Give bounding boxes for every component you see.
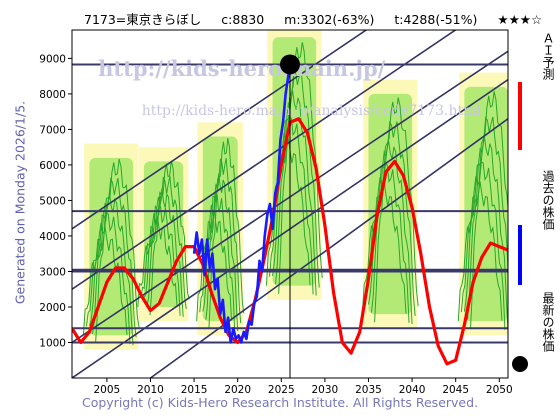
legend-item-latest: 最新の株価 [512,292,556,382]
band-line-5-2 [463,136,508,332]
rating-stars: ★★★☆ [497,12,543,27]
x-tick-label-2045: 2045 [442,384,469,396]
watermark-line1: http://kids-hero.main.jp/ [98,56,386,81]
y-tick-label-4000: 4000 [39,231,66,243]
band-line-4-4 [374,97,419,323]
header-line: 7173=東京きらぼし c:8830 m:3302(-63%) t:4288(-… [84,9,558,28]
legend-item-prediction: ＡＩ予測 [512,30,556,155]
y-tick-label-2000: 2000 [39,302,66,314]
watermark-line2: http://kids-hero.main.jp/analysis/code71… [142,103,482,119]
x-tick-label-2015: 2015 [181,384,208,396]
x-tick-label-2005: 2005 [94,384,121,396]
stock-title: 7173=東京きらぼし [84,12,202,27]
band-line-2-3 [205,157,242,324]
y-tick-label-3000: 3000 [39,266,66,278]
legend-label-prediction: ＡＩ予測 [541,32,555,80]
plot-frame [71,29,509,379]
x-tick-label-2050: 2050 [486,384,513,396]
band-line-2-2 [202,173,239,332]
y-tick-label-9000: 9000 [39,53,66,65]
band-area-3 [272,37,317,286]
latest-price-marker [280,54,300,75]
band-line-5-1 [460,161,506,330]
band-line-0-1 [85,211,131,345]
band-line-1-3 [146,175,187,309]
y-tick-label-5000: 5000 [39,195,66,207]
x-tick-label-2025: 2025 [268,384,295,396]
plot-area: http://kids-hero.main.jp/http://kids-her… [72,30,508,378]
y-tick-label-6000: 6000 [39,160,66,172]
legend-swatch-past [518,225,522,285]
x-tick-label-2040: 2040 [399,384,426,396]
current-price: c:8830 [221,12,265,27]
legend-swatch-latest [512,356,528,372]
legend-swatch-prediction [518,82,522,150]
x-tick-label-2030: 2030 [312,384,339,396]
band-area-0 [89,157,134,336]
band-line-1-2 [143,188,184,317]
target-value: t:4288(-51%) [394,12,478,27]
band-line-3-3 [275,69,320,288]
past-price-line [192,64,292,344]
legend-label-latest: 最新の株価 [541,292,555,352]
y-tick-label-1000: 1000 [39,337,66,349]
x-tick-label-2010: 2010 [137,384,164,396]
band-line-5-4 [470,91,508,330]
copyright-footer: Copyright (c) Kids-Hero Research Institu… [81,395,479,410]
legend-item-past: 過去の株価 [512,170,556,290]
x-tick-label-2035: 2035 [355,384,382,396]
y-tick-label-7000: 7000 [39,124,66,136]
band-area-5 [464,86,508,322]
legend-label-past: 過去の株価 [541,170,555,230]
middle-value: m:3302(-63%) [284,12,375,27]
chart-header: 7173=東京きらぼし c:8830 m:3302(-63%) t:4288(-… [0,0,560,30]
band-line-1-4 [149,160,190,316]
band-line-4-1 [364,163,410,323]
legend: ＡＩ予測 過去の株価 最新の株価 [512,30,556,380]
band-line-0-3 [91,177,137,338]
band-line-0-4 [95,158,140,344]
band-line-1-1 [140,203,181,316]
band-line-3-4 [278,42,323,294]
x-tick-label-2020: 2020 [224,384,251,396]
y-tick-label-8000: 8000 [39,89,66,101]
band-line-2-4 [208,138,245,330]
